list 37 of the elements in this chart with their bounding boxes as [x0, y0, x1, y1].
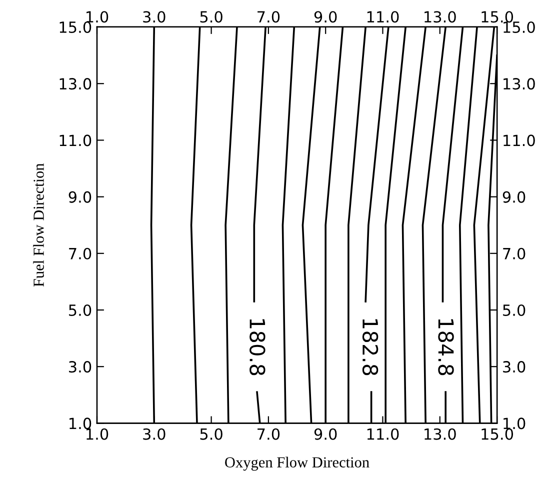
text: 182.8: [362, 319, 378, 376]
y2-tick-label: 15.0: [504, 21, 535, 34]
y-tick-label: 3.0: [69, 361, 92, 373]
y-tick-label: 11.0: [60, 134, 92, 146]
x2-tick-label: 11.0: [367, 428, 399, 440]
y-tick-label: 9.0: [68, 191, 92, 203]
y2-tick-label: 9.0: [502, 191, 526, 203]
text: 184.8: [438, 319, 454, 376]
y-tick-label: 7.0: [69, 248, 92, 260]
y2-tick-label: 3.0: [503, 361, 526, 373]
y2-tick-label: 1.0: [504, 418, 526, 430]
x2-tick-label: 9.0: [314, 428, 337, 440]
y-tick-label: 13.0: [60, 78, 92, 90]
x2-tick-label: 15.0: [482, 428, 514, 440]
x-tick-label: 11.0: [367, 11, 399, 23]
x2-tick-label: 13.0: [424, 428, 456, 440]
x-tick-label: 3.0: [143, 11, 166, 23]
y2-tick-label: 11.0: [504, 134, 535, 146]
x-axis-title: Oxygen Flow Direction: [225, 456, 370, 471]
x-tick-label: 7.0: [258, 11, 280, 23]
x-tick-label: 15.0: [482, 11, 514, 23]
text: 180.8: [250, 319, 266, 376]
y-tick-label: 1.0: [70, 418, 92, 430]
y-axis-title: Fuel Flow Direction: [33, 163, 44, 287]
y2-tick-label: 13.0: [504, 78, 535, 90]
x-tick-label: 1.0: [86, 11, 108, 23]
y2-tick-label: 5.0: [503, 304, 526, 316]
x2-tick-label: 5.0: [200, 428, 222, 440]
y-tick-label: 15.0: [60, 21, 92, 34]
x2-tick-label: 3.0: [143, 428, 166, 440]
x2-tick-label: 7.0: [258, 428, 280, 440]
y2-tick-label: 7.0: [503, 248, 526, 260]
x-tick-label: 9.0: [314, 11, 337, 23]
x2-tick-label: 1.0: [86, 428, 108, 440]
y-tick-label: 5.0: [69, 304, 92, 316]
x-tick-label: 13.0: [424, 11, 456, 23]
x-tick-label: 5.0: [200, 11, 222, 23]
